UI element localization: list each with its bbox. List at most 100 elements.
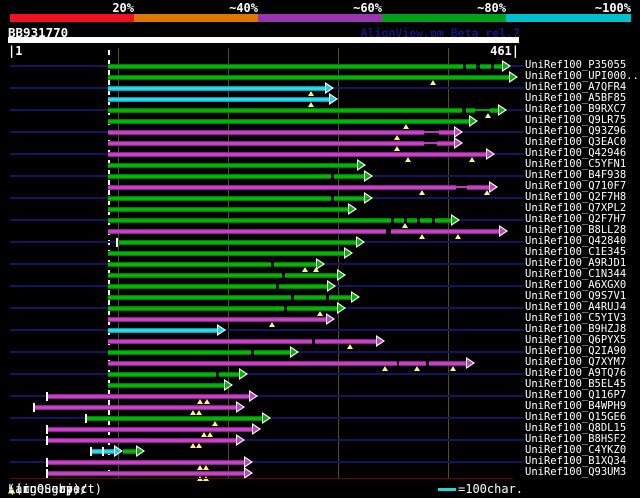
subject-label[interactable]: UniRef100_C4YKZ0 [525,444,627,456]
subject-label[interactable]: UniRef100_B9RXC7 [525,103,627,115]
alignment-bar-segment[interactable] [47,460,245,465]
alignment-bar-segment[interactable] [108,328,218,333]
subject-label[interactable]: UniRef100_Q2F7H8 [525,191,627,203]
subject-label[interactable]: UniRef100_B1XQ34 [525,455,627,467]
alignment-bar-segment[interactable] [287,306,338,311]
subject-label[interactable]: UniRef100_Q9S7V1 [525,290,627,302]
subject-label[interactable]: UniRef100_Q93Z96 [525,125,627,137]
subject-label[interactable]: UniRef100_Q710F7 [525,180,627,192]
alignment-bar-segment[interactable] [123,449,137,454]
subject-label[interactable]: UniRef100_Q2IA90 [525,345,627,357]
subject-label[interactable]: UniRef100_B9HZJ8 [525,323,627,335]
alignment-bar-segment[interactable] [108,64,463,69]
alignment-bar-segment[interactable] [456,186,467,188]
alignment-bar-segment[interactable] [254,350,291,355]
subject-label[interactable]: UniRef100_C1N344 [525,268,627,280]
alignment-bar-segment[interactable] [294,295,326,300]
alignment-bar-segment[interactable] [108,372,216,377]
alignment-bar-segment[interactable] [466,64,476,69]
alignment-bar-segment[interactable] [279,284,328,289]
subject-label[interactable]: UniRef100_B8LL28 [525,224,627,236]
subject-label[interactable]: UniRef100_UPI000.. [525,70,639,82]
alignment-bar-segment[interactable] [391,229,500,234]
alignment-bar-segment[interactable] [439,130,455,135]
alignment-bar-segment[interactable] [108,251,345,256]
alignment-bar-segment[interactable] [437,141,455,146]
alignment-bar-segment[interactable] [47,394,250,399]
subject-label[interactable]: UniRef100_Q7XYM7 [525,356,627,368]
alignment-bar-segment[interactable] [108,339,312,344]
alignment-bar-segment[interactable] [399,361,426,366]
subject-label[interactable]: UniRef100_A5BF85 [525,92,627,104]
alignment-bar-segment[interactable] [334,196,365,201]
alignment-bar-segment[interactable] [108,262,271,267]
alignment-bar-segment[interactable] [494,64,503,69]
alignment-bar-segment[interactable] [424,131,439,133]
alignment-bar-segment[interactable] [108,97,330,102]
alignment-bar-segment[interactable] [108,108,462,113]
alignment-bar-segment[interactable] [108,383,225,388]
subject-label[interactable]: UniRef100_B5EL45 [525,378,627,390]
subject-label[interactable]: UniRef100_Q9LR75 [525,114,627,126]
alignment-bar-segment[interactable] [329,295,352,300]
alignment-bar-segment[interactable] [480,64,491,69]
subject-label[interactable]: UniRef100_C5YIV3 [525,312,627,324]
alignment-bar-segment[interactable] [435,218,452,223]
alignment-bar-segment[interactable] [108,196,331,201]
alignment-bar-segment[interactable] [108,207,349,212]
subject-label[interactable]: UniRef100_A9RJD1 [525,257,627,269]
subject-label[interactable]: UniRef100_Q42946 [525,147,627,159]
alignment-bar-segment[interactable] [108,174,331,179]
alignment-bar-segment[interactable] [108,306,284,311]
alignment-bar-segment[interactable] [420,218,432,223]
alignment-bar-segment[interactable] [108,152,487,157]
alignment-bar-segment[interactable] [108,75,510,80]
alignment-bar-segment[interactable] [334,174,365,179]
subject-label[interactable]: UniRef100_A6XGX0 [525,279,627,291]
subject-label[interactable]: UniRef100_Q6PYX5 [525,334,627,346]
subject-label[interactable]: UniRef100_P35055 [525,59,627,71]
alignment-bar-segment[interactable] [466,108,475,113]
subject-label[interactable]: UniRef100_A9TQ76 [525,367,627,379]
subject-label[interactable]: UniRef100_B8HSF2 [525,433,627,445]
subject-label[interactable]: UniRef100_Q93UM3 [525,466,627,478]
alignment-bar-segment[interactable] [407,218,417,223]
alignment-bar-segment[interactable] [467,185,490,190]
subject-label[interactable]: UniRef100_B4WPH9 [525,400,627,412]
alignment-bar-segment[interactable] [34,405,237,410]
alignment-bar-segment[interactable] [108,317,327,322]
alignment-bar-segment[interactable] [108,284,276,289]
subject-label[interactable]: UniRef100_C1E345 [525,246,627,258]
subject-label[interactable]: UniRef100_A7QFR4 [525,81,627,93]
subject-label[interactable]: UniRef100_Q116P7 [525,389,627,401]
alignment-bar-segment[interactable] [394,218,404,223]
alignment-bar-segment[interactable] [108,295,291,300]
alignment-bar-segment[interactable] [274,262,317,267]
alignment-bar-segment[interactable] [108,361,397,366]
alignment-bar-segment[interactable] [108,141,424,146]
alignment-bar-segment[interactable] [108,229,386,234]
alignment-bar-segment[interactable] [119,240,357,245]
subject-label[interactable]: UniRef100_B4F938 [525,169,627,181]
alignment-bar-segment[interactable] [108,119,470,124]
alignment-bar-segment[interactable] [219,372,240,377]
alignment-bar-segment[interactable] [86,416,263,421]
alignment-bar-segment[interactable] [108,273,282,278]
alignment-bar-segment[interactable] [47,471,245,476]
subject-label[interactable]: UniRef100_C5YFN1 [525,158,627,170]
alignment-bar-segment[interactable] [108,350,251,355]
alignment-bar-segment[interactable] [429,361,467,366]
alignment-bar-segment[interactable] [108,86,326,91]
subject-label[interactable]: UniRef100_Q8DL15 [525,422,627,434]
subject-label[interactable]: UniRef100_Q42840 [525,235,627,247]
subject-label[interactable]: UniRef100_Q15GE6 [525,411,627,423]
subject-label[interactable]: UniRef100_A4RUJ4 [525,301,627,313]
alignment-bar-segment[interactable] [47,438,237,443]
alignment-bar-segment[interactable] [108,130,424,135]
subject-label[interactable]: UniRef100_Q2F7H7 [525,213,627,225]
alignment-bar-segment[interactable] [108,163,358,168]
alignment-bar-segment[interactable] [315,339,377,344]
alignment-bar-segment[interactable] [490,108,499,113]
alignment-bar-segment[interactable] [424,142,437,144]
subject-label[interactable]: UniRef100_Q3EAC0 [525,136,627,148]
